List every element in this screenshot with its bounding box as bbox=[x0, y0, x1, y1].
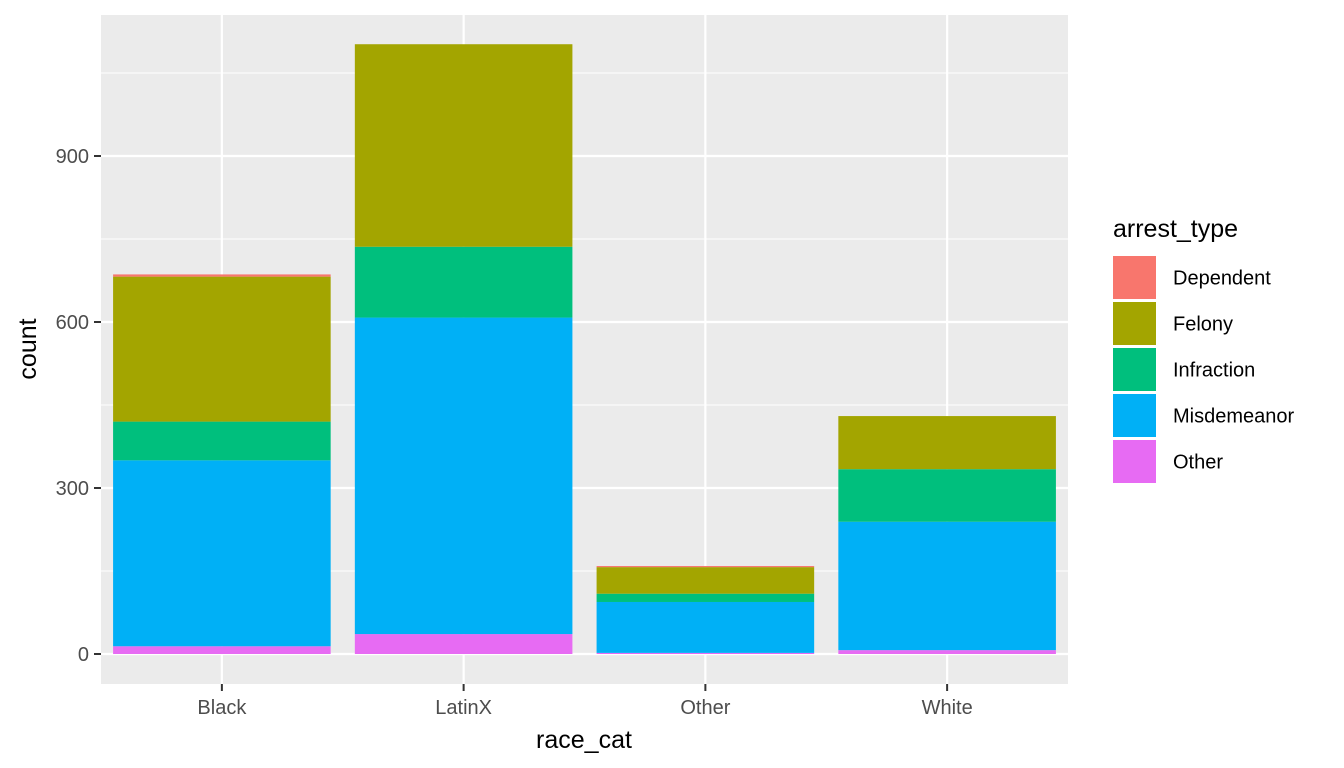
bar-segment bbox=[838, 469, 1056, 522]
bar-segment bbox=[354, 44, 573, 247]
x-axis: Black LatinX Other White bbox=[197, 684, 973, 719]
legend-title: arrest_type bbox=[1113, 215, 1238, 243]
legend-key bbox=[1113, 394, 1156, 437]
legend: arrest_type Dependent Felony Infraction Mis… bbox=[1113, 215, 1295, 483]
x-axis-title: race_cat bbox=[536, 726, 632, 754]
bar-segment bbox=[838, 521, 1056, 651]
bar-segment bbox=[354, 634, 573, 654]
legend-key bbox=[1113, 348, 1156, 391]
y-axis-title: count bbox=[14, 318, 42, 379]
x-tick-label: Black bbox=[197, 697, 247, 719]
bar-segment bbox=[113, 460, 331, 647]
legend-label: Felony bbox=[1173, 314, 1233, 336]
bar-segment bbox=[596, 566, 815, 568]
bar-segment bbox=[596, 567, 815, 594]
bar-segment bbox=[838, 416, 1056, 470]
bar-segment bbox=[596, 601, 815, 653]
bar-segment bbox=[596, 652, 815, 654]
bar-segment bbox=[354, 246, 573, 318]
bar-segment bbox=[113, 274, 331, 277]
legend-label: Infraction bbox=[1173, 360, 1255, 382]
x-tick-label: Other bbox=[680, 697, 730, 719]
bar-segment bbox=[596, 593, 815, 602]
bar-segment bbox=[113, 646, 331, 654]
legend-label: Other bbox=[1173, 452, 1223, 474]
legend-key bbox=[1113, 256, 1156, 299]
bar-segment bbox=[113, 421, 331, 461]
bar-segment bbox=[838, 650, 1056, 654]
legend-label: Dependent bbox=[1173, 268, 1271, 290]
x-tick-label: LatinX bbox=[435, 697, 492, 719]
bar-segment bbox=[354, 317, 573, 635]
y-tick-label: 0 bbox=[78, 644, 89, 666]
legend-label: Misdemeanor bbox=[1173, 406, 1295, 428]
legend-key bbox=[1113, 302, 1156, 345]
bars bbox=[113, 44, 1056, 654]
bar-segment bbox=[113, 276, 331, 422]
y-tick-label: 600 bbox=[56, 312, 89, 334]
y-tick-label: 300 bbox=[56, 478, 89, 500]
legend-key bbox=[1113, 440, 1156, 483]
y-axis: 0 300 600 900 bbox=[56, 146, 101, 666]
x-tick-label: White bbox=[922, 697, 973, 719]
y-tick-label: 900 bbox=[56, 146, 89, 168]
